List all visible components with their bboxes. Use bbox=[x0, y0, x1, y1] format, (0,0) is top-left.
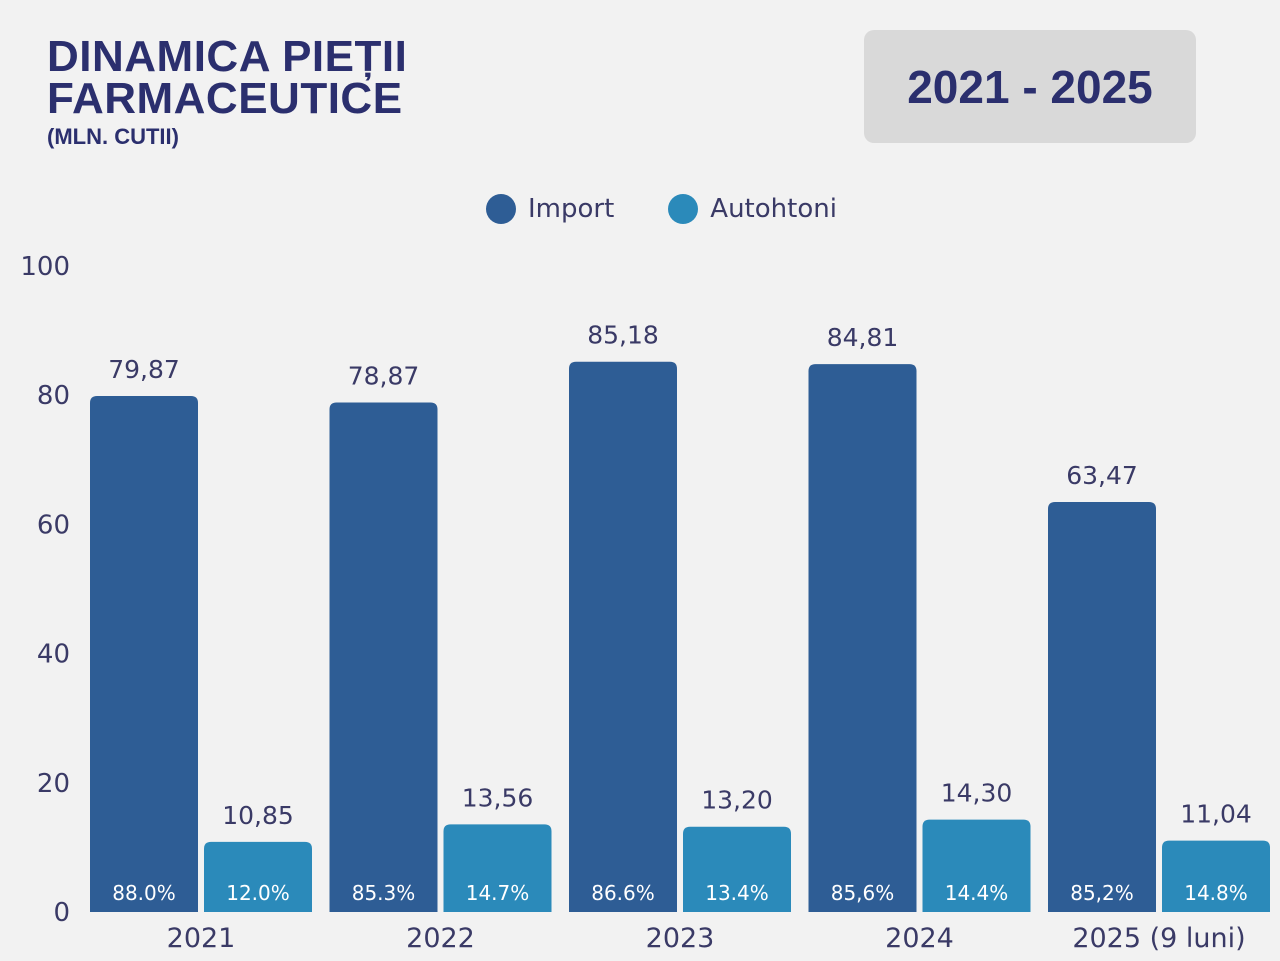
value-label: 13,20 bbox=[701, 786, 773, 815]
share-label: 14.7% bbox=[466, 881, 530, 905]
bar-autohtoni bbox=[683, 826, 791, 912]
bar-import bbox=[1048, 501, 1156, 912]
x-tick-label: 2021 bbox=[167, 923, 236, 954]
y-tick-label: 0 bbox=[53, 898, 70, 928]
bar-autohtoni bbox=[1162, 840, 1270, 912]
title-line-1: DINAMICA PIEȚII bbox=[47, 32, 408, 81]
bar-import bbox=[329, 402, 438, 912]
value-label: 84,81 bbox=[827, 323, 899, 352]
legend-label-autohtoni: Autohtoni bbox=[710, 194, 837, 224]
y-tick-label: 100 bbox=[20, 252, 70, 282]
share-label: 85.3% bbox=[352, 881, 416, 905]
value-label: 10,85 bbox=[222, 801, 294, 830]
share-label: 14.4% bbox=[945, 881, 1009, 905]
bar-import bbox=[808, 364, 917, 912]
share-label: 14.8% bbox=[1184, 881, 1248, 905]
x-tick-label: 2024 bbox=[885, 923, 954, 954]
legend-item-autohtoni: Autohtoni bbox=[668, 194, 837, 224]
title-line-2: FARMACEUTICE bbox=[47, 74, 403, 123]
x-tick-label: 2022 bbox=[406, 923, 475, 954]
chart-title: DINAMICA PIEȚII FARMACEUTICE bbox=[47, 32, 408, 123]
share-label: 12.0% bbox=[226, 881, 290, 905]
y-tick-label: 20 bbox=[37, 769, 70, 799]
bar-autohtoni bbox=[204, 841, 312, 912]
x-tick-label: 2023 bbox=[646, 923, 715, 954]
value-label: 11,04 bbox=[1180, 800, 1252, 829]
share-label: 86.6% bbox=[591, 881, 655, 905]
legend-dot-autohtoni-icon bbox=[668, 194, 699, 224]
y-tick-label: 80 bbox=[37, 381, 70, 411]
value-label: 63,47 bbox=[1066, 461, 1138, 490]
chart-subtitle: (MLN. CUTII) bbox=[47, 124, 179, 149]
y-tick-label: 60 bbox=[37, 510, 70, 540]
x-tick-label: 2025 (9 luni) bbox=[1072, 923, 1245, 954]
value-label: 14,30 bbox=[941, 779, 1013, 808]
share-label: 88.0% bbox=[112, 881, 176, 905]
legend-item-import: Import bbox=[486, 194, 614, 224]
share-label: 85,6% bbox=[831, 881, 895, 905]
bar-import bbox=[90, 396, 198, 912]
year-range-badge: 2021 - 2025 bbox=[864, 30, 1196, 143]
share-label: 85,2% bbox=[1070, 881, 1134, 905]
value-label: 78,87 bbox=[348, 361, 420, 390]
legend: Import Autohtoni bbox=[486, 194, 891, 224]
legend-label-import: Import bbox=[528, 194, 615, 224]
bar-autohtoni bbox=[443, 824, 552, 912]
value-label: 79,87 bbox=[108, 355, 180, 384]
value-label: 13,56 bbox=[462, 783, 534, 812]
y-tick-label: 40 bbox=[37, 640, 70, 670]
legend-dot-import-icon bbox=[486, 194, 516, 224]
share-label: 13.4% bbox=[705, 881, 769, 905]
bar-autohtoni bbox=[922, 819, 1031, 912]
bar-import bbox=[569, 361, 677, 913]
value-label: 85,18 bbox=[587, 321, 659, 350]
